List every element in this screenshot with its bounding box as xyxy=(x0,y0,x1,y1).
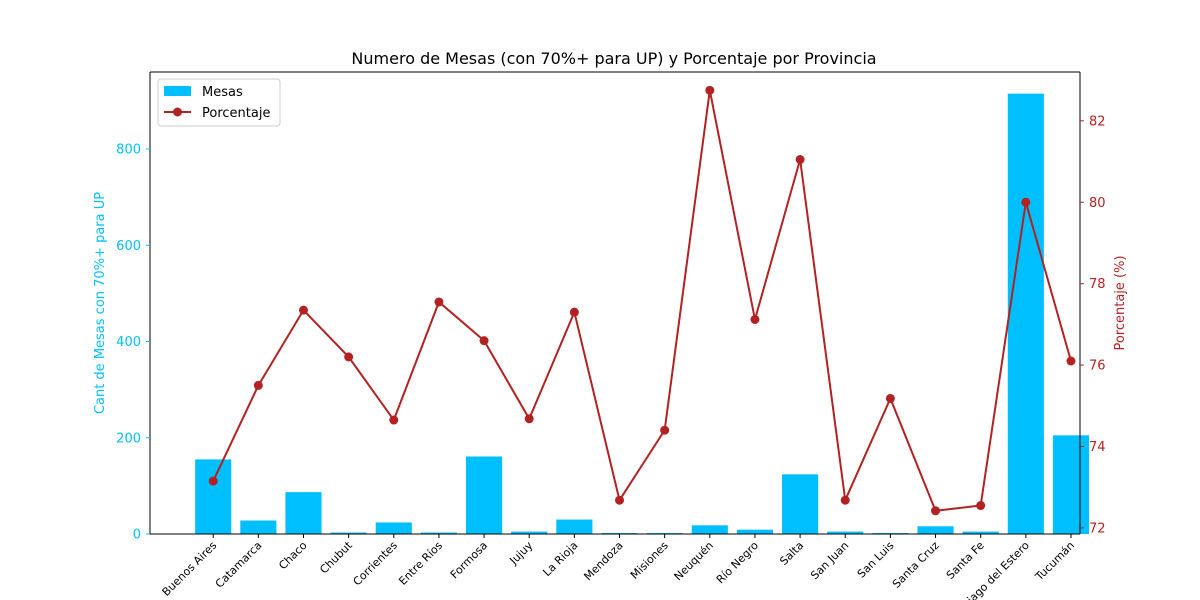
legend-marker-porcentaje xyxy=(173,107,182,117)
line-point xyxy=(253,380,263,390)
x-tick-label: Santa Cruz xyxy=(890,539,942,591)
y-tick-label-right: 76 xyxy=(1089,359,1106,374)
legend: Mesas Porcentaje xyxy=(157,78,281,127)
bar xyxy=(240,520,277,534)
bar xyxy=(375,522,412,534)
line-point xyxy=(840,495,850,505)
x-tick-label: Santa Fe xyxy=(944,539,987,582)
bar xyxy=(691,525,728,534)
line-point xyxy=(389,415,399,425)
bar xyxy=(556,519,593,534)
x-tick-label: Catamarca xyxy=(213,539,265,591)
bar xyxy=(827,531,864,534)
bar xyxy=(917,526,954,534)
y-axis-right-label: Porcentaje (%) xyxy=(1113,255,1128,350)
bar xyxy=(782,474,819,534)
x-tick-label: Formosa xyxy=(448,539,490,581)
line-point xyxy=(795,155,805,165)
y-tick-label-left: 400 xyxy=(116,335,141,350)
y-tick-label-left: 600 xyxy=(116,239,141,254)
bar xyxy=(466,456,503,534)
bar xyxy=(962,531,999,534)
line-point xyxy=(524,414,534,424)
x-tick-label: Chubut xyxy=(317,538,355,576)
y-tick-label-right: 72 xyxy=(1089,521,1106,536)
line-point xyxy=(208,476,218,486)
y-tick-label-right: 74 xyxy=(1089,440,1106,455)
x-tick-label: San Juan xyxy=(808,539,851,582)
y-tick-label-right: 78 xyxy=(1089,277,1106,292)
x-tick-label: Chaco xyxy=(276,539,310,573)
line-point xyxy=(1066,356,1076,366)
y-axis-left-label: Cant de Mesas con 70%+ para UP xyxy=(93,192,108,414)
x-tick-label: Entre Ríos xyxy=(396,539,445,588)
legend-label-mesas: Mesas xyxy=(202,85,243,100)
bar xyxy=(511,531,548,534)
bar xyxy=(1007,93,1044,534)
x-tick-label: Jujuy xyxy=(507,539,536,568)
bar xyxy=(195,459,232,534)
line-point xyxy=(434,297,444,307)
line-point xyxy=(931,506,941,516)
bar xyxy=(420,532,457,534)
line-point xyxy=(569,307,579,317)
line-point xyxy=(705,85,715,95)
x-tick-label: Misiones xyxy=(628,539,671,582)
line-point xyxy=(1021,197,1031,207)
bar xyxy=(330,532,367,534)
bar xyxy=(736,529,774,534)
line-point xyxy=(885,393,895,403)
x-tick-label: San Luis xyxy=(855,539,897,581)
line-point xyxy=(615,495,625,505)
y-tick-label-right: 80 xyxy=(1089,196,1106,211)
x-tick-label: Salta xyxy=(777,539,806,568)
bar xyxy=(1052,435,1090,534)
line-point xyxy=(479,336,489,346)
chart-title: Numero de Mesas (con 70%+ para UP) y Por… xyxy=(351,49,876,68)
y-tick-label-left: 0 xyxy=(133,528,141,543)
line-point xyxy=(344,352,354,362)
legend-label-porcentaje: Porcentaje xyxy=(202,106,270,121)
x-tick-label: Buenos Aires xyxy=(160,539,220,599)
y-tick-label-right: 82 xyxy=(1089,114,1106,129)
x-tick-label: Mendoza xyxy=(581,539,625,583)
x-tick-label: Corrientes xyxy=(350,539,400,589)
line-point xyxy=(660,425,670,435)
line-point xyxy=(298,305,308,315)
line-point xyxy=(976,501,986,511)
x-tick-label: Tucumán xyxy=(1032,539,1077,584)
series-line-porcentaje xyxy=(212,90,1072,512)
x-tick-label: Neuquén xyxy=(672,539,716,583)
plot-area: 0 200 400 600 800 72 74 76 78 80 82 Buenos AiresCat… xyxy=(116,71,1106,600)
x-tick-label: Río Negro xyxy=(714,539,762,587)
x-tick-label: La Rioja xyxy=(540,539,580,579)
y-tick-label-left: 800 xyxy=(116,143,141,158)
y-tick-label-left: 200 xyxy=(116,431,141,446)
line-point xyxy=(750,314,760,324)
legend-swatch-mesas xyxy=(164,86,191,96)
bar xyxy=(285,492,322,534)
